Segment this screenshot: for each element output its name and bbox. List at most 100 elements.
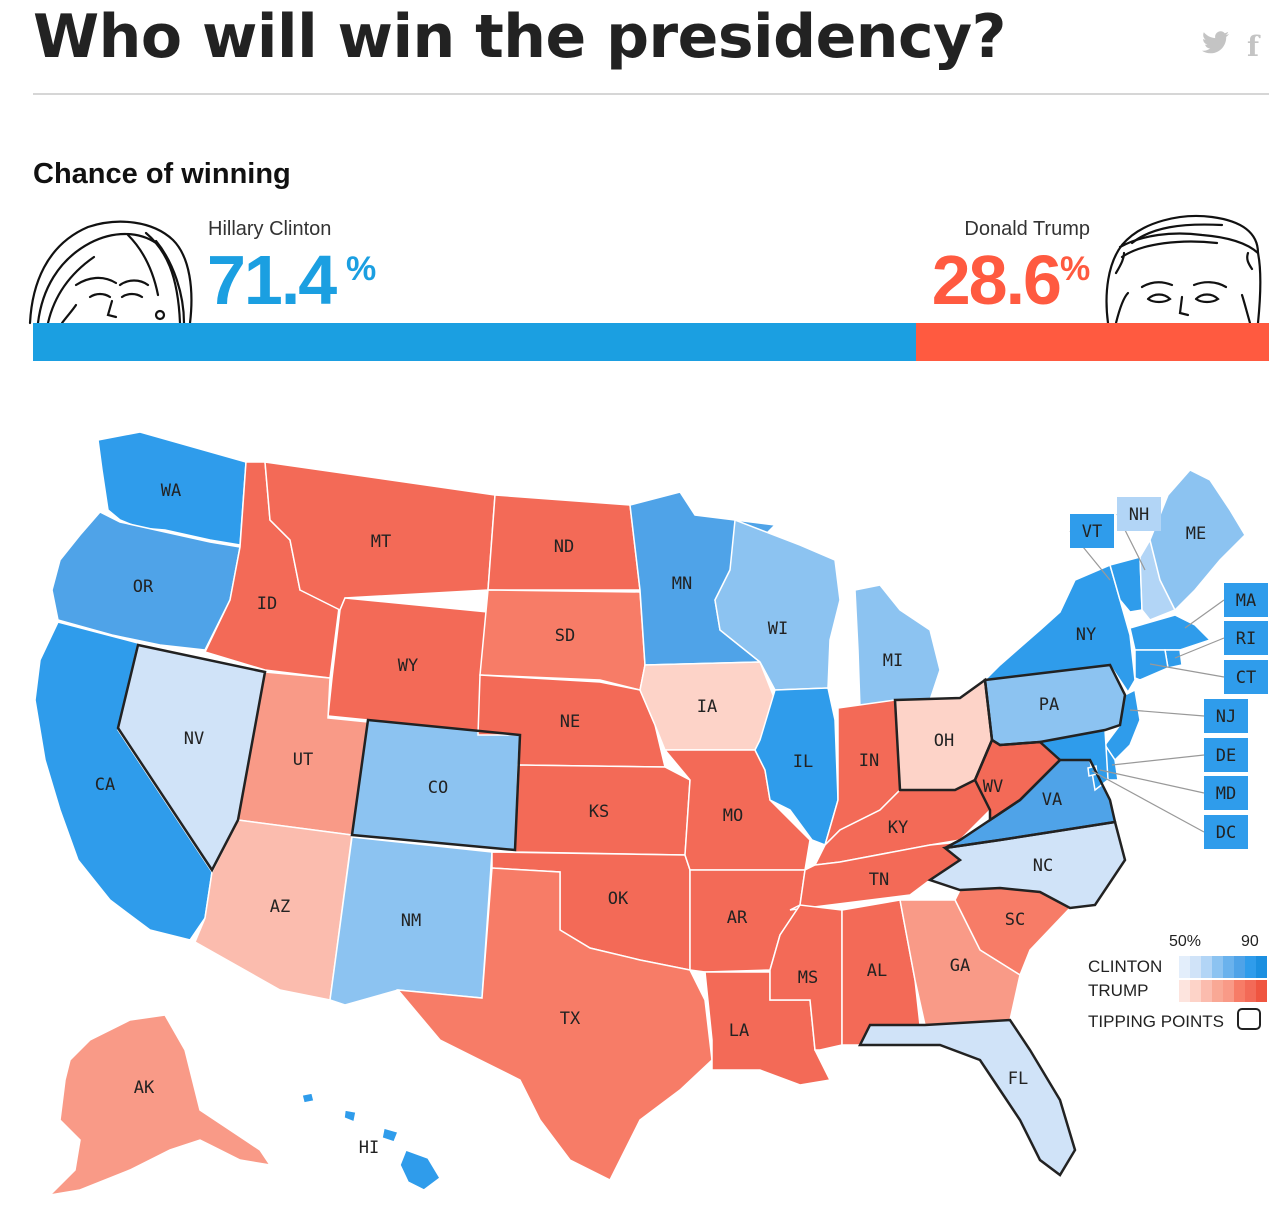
state-label-tn: TN (869, 870, 889, 890)
callout-box-nh[interactable] (1117, 497, 1161, 531)
callout-box-ma[interactable] (1224, 583, 1268, 617)
callout-box-ri[interactable] (1224, 621, 1268, 655)
legend-swatch (1179, 956, 1190, 978)
legend-swatch (1245, 956, 1256, 978)
clinton-percent-sign: % (346, 250, 377, 288)
state-label-ia: IA (697, 697, 717, 717)
chance-section-title: Chance of winning (33, 158, 291, 190)
trump-portrait-icon (1105, 214, 1262, 325)
state-ma[interactable] (1129, 614, 1212, 651)
legend-swatch (1245, 980, 1256, 1002)
twitter-share-button[interactable] (1202, 30, 1230, 62)
callout-line-ma (1184, 599, 1225, 629)
state-label-ne: NE (560, 712, 580, 732)
state-label-ok: OK (608, 889, 629, 909)
header-divider (33, 93, 1269, 95)
legend-swatch (1190, 956, 1201, 978)
state-label-sc: SC (1005, 910, 1025, 930)
callout-box-nj[interactable] (1204, 699, 1248, 733)
state-mi[interactable] (854, 584, 941, 709)
state-il[interactable] (754, 687, 839, 846)
twitter-icon (1202, 31, 1229, 54)
legend-clinton-label: CLINTON (1088, 957, 1163, 976)
state-label-az: AZ (270, 897, 290, 917)
tipping-point-icon (1237, 1008, 1261, 1030)
tipping-outline-co (350, 718, 522, 852)
tipping-outline-va (944, 758, 1117, 850)
state-label-nc: NC (1033, 856, 1053, 876)
state-label-id: ID (257, 594, 277, 614)
state-label-fl: FL (1008, 1069, 1028, 1089)
legend-trump-label: TRUMP (1088, 981, 1149, 1000)
state-label-wv: WV (983, 777, 1003, 797)
legend-tipping-label: TIPPING POINTS (1088, 1012, 1225, 1031)
state-hi[interactable] (301, 1092, 441, 1191)
trump-name: Donald Trump (964, 218, 1090, 240)
state-label-nm: NM (401, 911, 421, 931)
callout-box-vt[interactable] (1070, 514, 1114, 548)
state-label-ak: AK (134, 1078, 155, 1098)
state-label-ar: AR (727, 908, 748, 928)
state-label-al: AL (867, 961, 887, 981)
state-label-vt: VT (1082, 522, 1102, 542)
facebook-icon: f (1247, 30, 1260, 63)
state-wa[interactable] (97, 431, 247, 546)
legend-scale-low: 50% (1169, 933, 1202, 950)
state-label-ga: GA (950, 956, 970, 976)
legend-swatch (1223, 956, 1234, 978)
state-label-il: IL (793, 752, 813, 772)
facebook-share-button[interactable]: f (1247, 30, 1259, 63)
state-or[interactable] (51, 511, 241, 651)
state-label-me: ME (1186, 524, 1206, 544)
state-label-nv: NV (184, 729, 204, 749)
state-me[interactable] (1149, 469, 1246, 612)
callout-line-ct (1149, 663, 1225, 678)
state-ct[interactable] (1134, 649, 1169, 681)
state-label-ut: UT (293, 750, 313, 770)
state-label-ma: MA (1236, 591, 1256, 611)
state-label-in: IN (859, 751, 879, 771)
state-label-ca: CA (95, 775, 115, 795)
state-label-wa: WA (161, 481, 181, 501)
state-label-wi: WI (768, 619, 788, 639)
callout-box-md[interactable] (1204, 776, 1248, 810)
state-label-de: DE (1216, 746, 1236, 766)
legend-swatch (1234, 980, 1245, 1002)
clinton-probability-segment (33, 323, 916, 361)
state-label-nd: ND (554, 537, 574, 557)
tipping-outline-nv (116, 643, 267, 873)
state-ak[interactable] (47, 1014, 272, 1197)
state-label-sd: SD (555, 626, 575, 646)
legend-swatch (1201, 980, 1212, 1002)
callout-box-ct[interactable] (1224, 660, 1268, 694)
legend-swatch (1256, 980, 1267, 1002)
tipping-outline-fl (857, 1018, 1077, 1177)
trump-probability-segment (915, 323, 1269, 361)
callout-box-de[interactable] (1204, 738, 1248, 772)
state-ga[interactable] (899, 899, 1021, 1026)
state-label-mn: MN (672, 574, 692, 594)
state-label-nj: NJ (1216, 707, 1236, 727)
state-label-co: CO (428, 778, 448, 798)
state-label-ny: NY (1076, 625, 1096, 645)
state-label-oh: OH (934, 731, 954, 751)
state-label-mo: MO (723, 806, 743, 826)
state-fl[interactable] (858, 1019, 1076, 1177)
state-label-mi: MI (883, 651, 903, 671)
state-label-wy: WY (398, 656, 418, 676)
trump-win-percentage: 28.6 (931, 241, 1062, 319)
callout-box-dc[interactable] (1204, 815, 1248, 849)
legend-swatch (1201, 956, 1212, 978)
win-probability-bar (33, 323, 1269, 361)
state-vt[interactable] (1109, 556, 1143, 613)
clinton-portrait-icon (28, 220, 193, 325)
state-label-ks: KS (589, 802, 609, 822)
state-label-hi: HI (359, 1138, 379, 1158)
state-label-mt: MT (371, 532, 391, 552)
state-label-dc: DC (1216, 823, 1236, 843)
state-label-ms: MS (798, 968, 818, 988)
state-label-or: OR (133, 577, 154, 597)
state-label-nh: NH (1129, 505, 1149, 525)
state-ms[interactable] (769, 904, 843, 1051)
